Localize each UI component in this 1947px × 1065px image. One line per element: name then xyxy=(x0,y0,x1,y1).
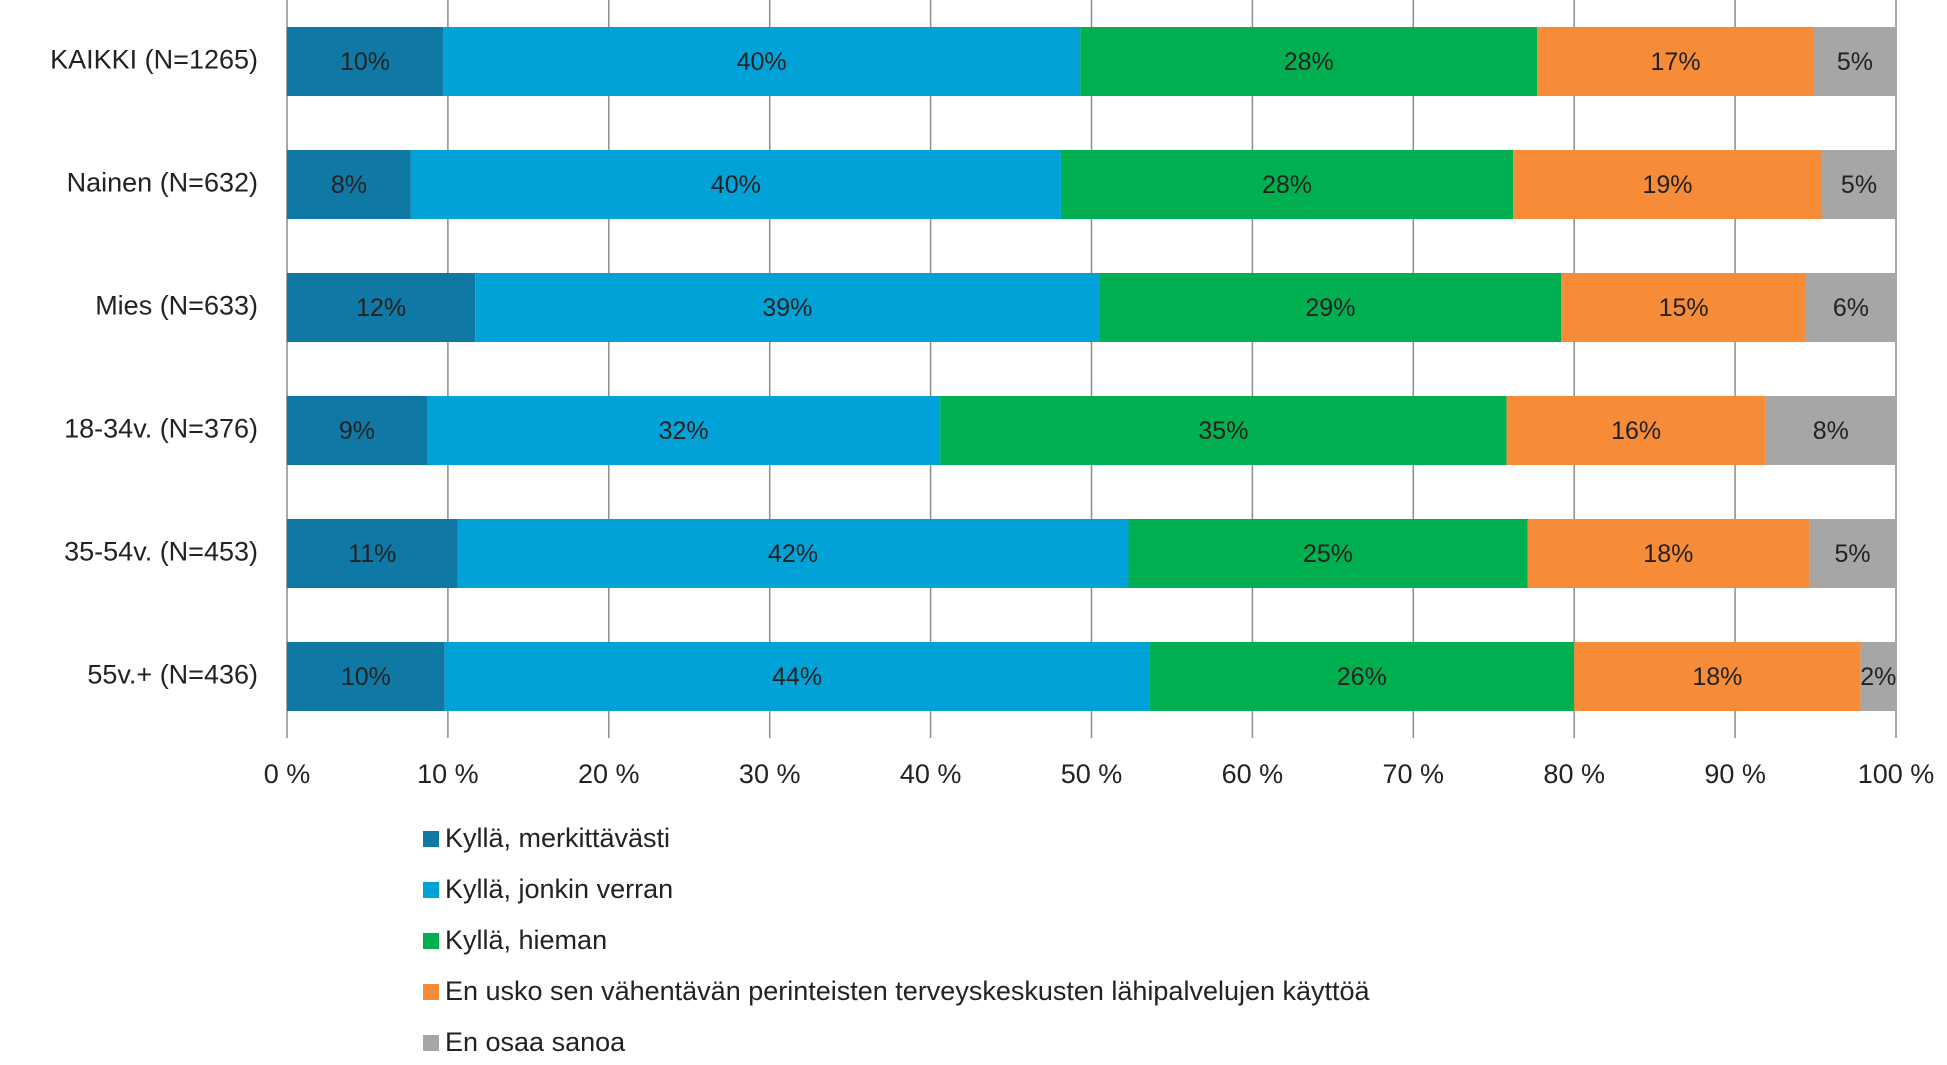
bar-segment xyxy=(1561,273,1806,342)
bar-segment xyxy=(1080,27,1538,96)
data-label: 10% xyxy=(340,48,390,76)
bar-segment xyxy=(457,519,1129,588)
data-label: 18% xyxy=(1692,663,1742,691)
data-label: 35% xyxy=(1198,417,1248,445)
legend-label: En osaa sanoa xyxy=(445,1027,626,1057)
bar-segment xyxy=(1805,273,1896,342)
bar-segment xyxy=(1813,27,1896,96)
data-label: 42% xyxy=(768,540,818,568)
data-label: 18% xyxy=(1643,540,1693,568)
data-label: 28% xyxy=(1284,48,1334,76)
y-tick-label: 35-54v. (N=453) xyxy=(64,537,258,567)
data-label: 12% xyxy=(356,294,406,322)
data-label: 6% xyxy=(1833,294,1869,322)
bar-segment xyxy=(410,150,1061,219)
data-label: 29% xyxy=(1305,294,1355,322)
bar-segment xyxy=(444,642,1150,711)
data-label: 19% xyxy=(1642,171,1692,199)
bar-segment xyxy=(426,396,941,465)
bar-segment xyxy=(287,273,476,342)
data-label: 39% xyxy=(762,294,812,322)
bar-segment xyxy=(1527,519,1810,588)
data-label: 40% xyxy=(711,171,761,199)
x-tick-label: 50 % xyxy=(1061,759,1123,789)
bar-segment xyxy=(1506,396,1766,465)
bar-segment xyxy=(1537,27,1814,96)
data-label: 28% xyxy=(1262,171,1312,199)
data-label: 25% xyxy=(1303,540,1353,568)
legend-label: Kyllä, jonkin verran xyxy=(445,874,673,904)
legend-swatch xyxy=(423,1035,439,1051)
legend-label: Kyllä, merkittävästi xyxy=(445,823,670,853)
y-tick-label: KAIKKI (N=1265) xyxy=(50,45,258,75)
bar-segment xyxy=(1513,150,1822,219)
y-tick-label: 18-34v. (N=376) xyxy=(64,414,258,444)
data-label: 5% xyxy=(1837,48,1873,76)
x-tick-label: 30 % xyxy=(739,759,801,789)
bar-segment xyxy=(1574,642,1861,711)
x-tick-label: 20 % xyxy=(578,759,640,789)
y-tick-label: Mies (N=633) xyxy=(95,291,258,321)
legend-label: En usko sen vähentävän perinteisten terv… xyxy=(445,976,1371,1006)
data-label: 5% xyxy=(1841,171,1877,199)
data-label: 8% xyxy=(331,171,367,199)
bar-segment xyxy=(287,519,458,588)
data-label: 26% xyxy=(1337,663,1387,691)
bar-segment xyxy=(1099,273,1562,342)
legend-swatch xyxy=(423,882,439,898)
bar-segment xyxy=(1149,642,1575,711)
bar-segment xyxy=(1860,642,1896,711)
x-tick-label: 70 % xyxy=(1383,759,1445,789)
x-tick-label: 60 % xyxy=(1222,759,1284,789)
legend-swatch xyxy=(423,984,439,1000)
bar-segment xyxy=(940,396,1507,465)
bar-segment xyxy=(287,150,411,219)
x-tick-label: 10 % xyxy=(417,759,479,789)
x-tick-label: 0 % xyxy=(264,759,311,789)
bar-segment xyxy=(1060,150,1514,219)
bar-segment xyxy=(1821,150,1896,219)
x-tick-label: 100 % xyxy=(1858,759,1935,789)
x-tick-label: 80 % xyxy=(1543,759,1605,789)
data-label: 8% xyxy=(1813,417,1849,445)
bar-segment xyxy=(287,642,445,711)
y-tick-label: 55v.+ (N=436) xyxy=(87,660,258,690)
data-label: 2% xyxy=(1860,663,1896,691)
bar-segment xyxy=(287,396,427,465)
legend-label: Kyllä, hieman xyxy=(445,925,607,955)
legend-swatch xyxy=(423,831,439,847)
bar-segment xyxy=(443,27,1081,96)
legend-swatch xyxy=(423,933,439,949)
data-label: 32% xyxy=(659,417,709,445)
bar-segment xyxy=(1128,519,1528,588)
y-tick-label: Nainen (N=632) xyxy=(67,168,258,198)
data-label: 16% xyxy=(1611,417,1661,445)
x-tick-label: 40 % xyxy=(900,759,962,789)
bar-segment xyxy=(287,27,444,96)
data-label: 5% xyxy=(1834,540,1870,568)
data-label: 15% xyxy=(1659,294,1709,322)
bar-segment xyxy=(1809,519,1896,588)
data-label: 10% xyxy=(341,663,391,691)
bar-segment xyxy=(1765,396,1896,465)
x-tick-label: 90 % xyxy=(1704,759,1766,789)
bar-segment xyxy=(475,273,1100,342)
data-label: 17% xyxy=(1651,48,1701,76)
data-label: 9% xyxy=(339,417,375,445)
data-label: 44% xyxy=(772,663,822,691)
data-label: 40% xyxy=(737,48,787,76)
data-label: 11% xyxy=(348,540,396,568)
